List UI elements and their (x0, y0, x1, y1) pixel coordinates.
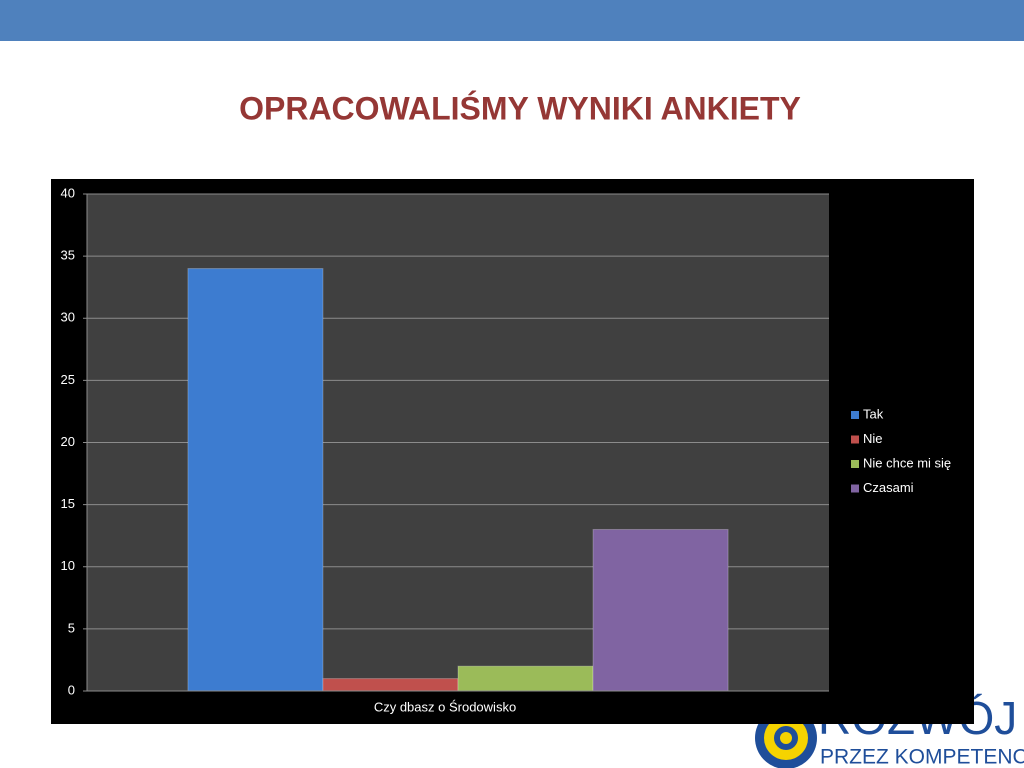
legend-swatch (851, 411, 859, 419)
y-tick-label: 0 (68, 682, 75, 697)
y-tick-label: 10 (61, 558, 75, 573)
slide-title: OPRACOWALIŚMY WYNIKI ANKIETY (239, 90, 801, 126)
legend-label: Nie (863, 431, 883, 446)
y-tick-label: 35 (61, 248, 75, 263)
legend-swatch (851, 460, 859, 468)
y-tick-label: 15 (61, 496, 75, 511)
y-tick-label: 40 (61, 185, 75, 200)
logo-subtext: PRZEZ KOMPETENCJE (820, 746, 1024, 768)
bar (322, 678, 459, 692)
legend-label: Nie chce mi się (863, 455, 951, 470)
logo-spiral (780, 732, 792, 744)
bar (457, 665, 594, 692)
header-bar (0, 0, 1024, 41)
bar (187, 268, 324, 692)
legend-swatch (851, 484, 859, 493)
legend-label: Czasami (863, 480, 914, 495)
bar (592, 528, 729, 692)
legend-swatch (851, 435, 859, 444)
legend-label: Tak (863, 406, 884, 421)
y-tick-label: 20 (61, 434, 75, 449)
y-tick-label: 5 (68, 620, 75, 635)
y-tick-label: 30 (61, 310, 75, 325)
x-tick-label: Czy dbasz o Środowisko (374, 699, 516, 714)
y-tick-label: 25 (61, 372, 75, 387)
